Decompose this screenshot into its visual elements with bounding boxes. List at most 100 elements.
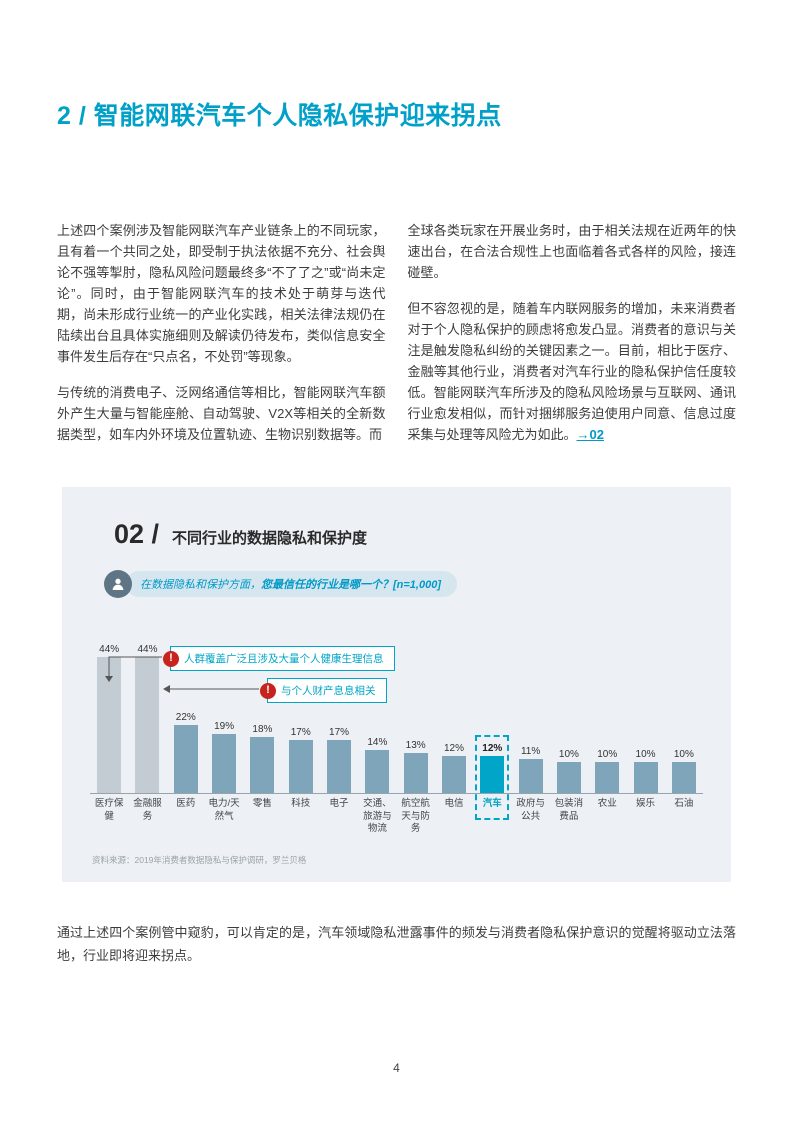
bar-value-label: 17% <box>290 727 311 739</box>
bar-value-label: 19% <box>214 721 235 733</box>
bar-category-label: 电力/天然气 <box>208 798 240 822</box>
bar-category-label: 零售 <box>252 798 272 810</box>
bar-item: 18% 零售 <box>243 638 282 840</box>
question-text: 在数据隐私和保护方面， <box>140 579 261 592</box>
bar <box>518 759 543 794</box>
figure-02-link[interactable]: →02 <box>576 427 604 443</box>
bar-column: 13% <box>396 638 435 795</box>
bar-category-label: 农业 <box>597 798 617 810</box>
bar-value-label: 18% <box>252 724 273 736</box>
closing-paragraph: 通过上述四个案例管中窥豹，可以肯定的是，汽车领域隐私泄露事件的频发与消费者隐私保… <box>57 925 736 964</box>
bar-category-label: 医疗保健 <box>94 798 124 822</box>
bar-category-label: 包装消费品 <box>554 798 584 822</box>
paragraph: 上述四个案例涉及智能网联汽车产业链条上的不同玩家，且有着一个共同之处，即受制于执… <box>57 223 386 365</box>
bar-column: 18% <box>243 638 282 795</box>
bar <box>250 737 275 794</box>
bar-column: 17% <box>281 638 320 795</box>
bar-item: 17% 电子 <box>319 638 359 840</box>
bar <box>212 734 237 794</box>
bar-column: 11% <box>511 638 550 795</box>
bar-column: 44% <box>128 638 167 795</box>
bar-category-label: 金融服务 <box>133 798 162 822</box>
bar-value-label: 13% <box>405 740 426 752</box>
figure-source: 资料来源：2019年消费者数据隐私与保护调研，罗兰贝格 <box>92 855 307 866</box>
figure-panel: 02 / 不同行业的数据隐私和保护度 在数据隐私和保护方面，您最信任的行业是哪一… <box>62 487 731 883</box>
bar-item: 12% 汽车 <box>473 638 512 840</box>
paragraph: 但不容忽视的是，随着车内联网服务的增加，未来消费者对于个人隐私保护的顾虑将愈发凸… <box>408 298 737 445</box>
bar-item: 22% 医药 <box>166 638 205 840</box>
bar-category-label: 电子 <box>329 798 349 810</box>
bar-item: 44% 金融服务 <box>128 638 167 840</box>
bar <box>173 725 198 794</box>
figure-header: 02 / 不同行业的数据隐私和保护度 <box>90 519 703 550</box>
bar-column: 12% <box>434 638 474 795</box>
bar-item: 12% 电信 <box>434 638 474 840</box>
question-text-emphasis: 您最信任的行业是哪一个？[n=1,000] <box>261 579 441 592</box>
bar-value-label: 12% <box>443 743 464 755</box>
bar-column: 10% <box>549 638 589 795</box>
page-number: 4 <box>393 1061 400 1075</box>
bar-chart-plot: 44% 医疗保健 44% 金融服务 22% 医药 19% 电力/天然气 18% 零售 17% 科技 17… <box>90 638 703 840</box>
bar-item: 19% 电力/天然气 <box>204 638 244 840</box>
bar-item: 10% 包装消费品 <box>549 638 589 840</box>
body-column-right: 全球各类玩家在开展业务时，由于相关法规在近两年的快速出台，在合法合规性上也面临着… <box>408 220 737 445</box>
bar-category-label: 政府与公共 <box>516 798 545 822</box>
bar-category-label: 石油 <box>674 798 694 810</box>
bar-category-label: 汽车 <box>482 798 502 810</box>
bar <box>595 762 620 794</box>
survey-question-bubble: 在数据隐私和保护方面，您最信任的行业是哪一个？[n=1,000] <box>126 571 457 598</box>
bar-category-label: 电信 <box>444 798 464 810</box>
bar-category-label: 医药 <box>176 798 196 810</box>
bar-value-label: 14% <box>367 737 388 749</box>
person-icon <box>104 570 132 599</box>
bar <box>365 750 390 794</box>
bar-category-label: 交通、旅游与物流 <box>363 798 392 835</box>
bar <box>633 762 658 794</box>
bar-value-label: 44% <box>137 644 158 656</box>
paragraph-text: 但不容忽视的是，随着车内联网服务的增加，未来消费者对于个人隐私保护的顾虑将愈发凸… <box>407 301 737 443</box>
bar <box>403 753 428 794</box>
body-text: 上述四个案例涉及智能网联汽车产业链条上的不同玩家，且有着一个共同之处，即受制于执… <box>57 220 736 445</box>
bar-column: 44% <box>90 638 129 795</box>
bar-column: 17% <box>319 638 359 795</box>
bar-value-label: 44% <box>99 644 120 656</box>
paragraph: 全球各类玩家在开展业务时，由于相关法规在近两年的快速出台，在合法合规性上也面临着… <box>407 223 737 281</box>
bar <box>480 756 505 794</box>
bar-value-label: 10% <box>673 749 694 761</box>
bar-item: 44% 医疗保健 <box>90 638 129 840</box>
paragraph: 与传统的消费电子、泛网络通信等相比，智能网联汽车额外产生大量与智能座舱、自动驾驶… <box>57 385 386 443</box>
bar-item: 13% 航空航天与防务 <box>396 638 435 840</box>
highlight-outline <box>475 735 510 821</box>
bar-column: 10% <box>588 638 627 795</box>
bar-category-label: 航空航天与防务 <box>401 798 430 835</box>
bar-item: 17% 科技 <box>281 638 320 840</box>
survey-question: 在数据隐私和保护方面，您最信任的行业是哪一个？[n=1,000] <box>104 570 703 599</box>
figure-number: 02 / <box>114 519 160 550</box>
figure-title: 不同行业的数据隐私和保护度 <box>172 530 368 548</box>
page-title: 2 / 智能网联汽车个人隐私保护迎来拐点 <box>57 102 502 130</box>
body-column-left: 上述四个案例涉及智能网联汽车产业链条上的不同玩家，且有着一个共同之处，即受制于执… <box>57 220 386 445</box>
bar-column: 14% <box>358 638 397 795</box>
bar <box>327 740 352 794</box>
bar-item: 11% 政府与公共 <box>511 638 550 840</box>
bar-value-label: 12% <box>482 743 503 755</box>
bar-value-label: 17% <box>329 727 350 739</box>
bar-item: 10% 农业 <box>588 638 627 840</box>
bar-category-label: 科技 <box>291 798 311 810</box>
bar-category-label: 娱乐 <box>636 798 656 810</box>
bar <box>441 756 466 794</box>
bar-column: 10% <box>664 638 703 795</box>
bar-value-label: 10% <box>558 749 579 761</box>
bar-column: 10% <box>626 638 665 795</box>
bar-item: 14% 交通、旅游与物流 <box>358 638 397 840</box>
bar-column: 22% <box>166 638 205 795</box>
bar-value-label: 10% <box>635 749 656 761</box>
bar-column: 19% <box>204 638 244 795</box>
bar-chart: ! 人群覆盖广泛且涉及大量个人健康生理信息 ! 与个人财产息息相关 44% 医疗保… <box>90 638 703 840</box>
bar <box>556 762 581 794</box>
bar-value-label: 10% <box>597 749 618 761</box>
bar <box>135 657 160 794</box>
bar <box>97 657 122 794</box>
bar-item: 10% 石油 <box>664 638 703 840</box>
